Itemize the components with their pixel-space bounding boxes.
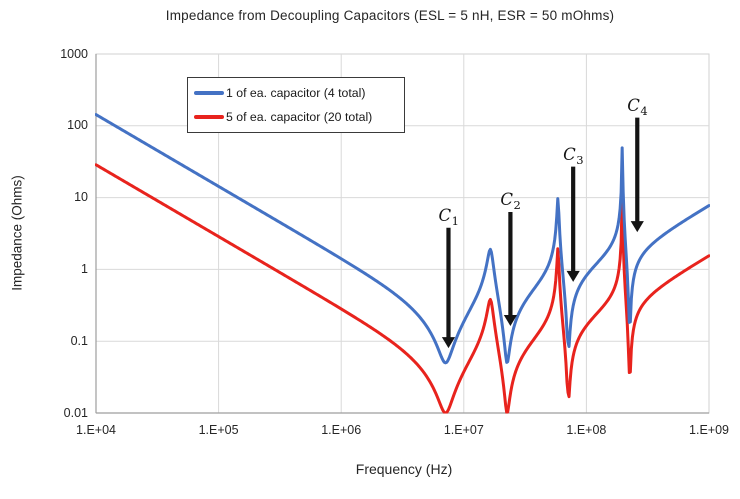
x-axis-tick-label: 1.E+06: [321, 423, 362, 437]
y-axis-tick-label: 0.01: [63, 405, 88, 420]
legend-entry-red: 5 of ea. capacitor (20 total): [188, 105, 404, 129]
annotation-label-c4: C4: [627, 95, 648, 118]
annotation-label-c1: C1: [438, 205, 459, 228]
annotation-label-subscript: 3: [576, 152, 584, 167]
series-layer: [95, 113, 710, 414]
x-axis-tick-label: 1.E+09: [689, 423, 729, 437]
annotation-label-base: C: [627, 95, 640, 115]
annotation-arrow-head-c1: [441, 337, 456, 349]
legend-swatch-red-line: [194, 115, 224, 119]
annotation-label-base: C: [500, 190, 514, 209]
legend-label: 5 of ea. capacitor (20 total): [226, 110, 373, 124]
y-axis-tick-label: 10: [74, 190, 88, 205]
annotation-label-c3: C3: [563, 144, 584, 167]
annotation-label-base: C: [438, 205, 452, 225]
annotation-label-c2: C2: [500, 190, 521, 212]
x-axis-tick-label: 1.E+05: [198, 423, 239, 437]
y-axis-tick-label: 1: [81, 261, 88, 276]
series-line-red: [95, 163, 710, 414]
legend-swatch-blue-line: [194, 91, 224, 95]
annotation-arrow-head-c2: [503, 314, 518, 326]
annotation-label-subscript: 1: [451, 213, 459, 228]
x-axis-tick-label: 1.E+04: [76, 423, 116, 437]
y-axis-tick-label: 100: [67, 118, 88, 133]
annotation-arrow-head-c4: [630, 221, 644, 233]
chart-title: Impedance from Decoupling Capacitors (ES…: [165, 8, 615, 23]
x-axis-tick-label: 1.E+08: [566, 423, 607, 437]
legend: 1 of ea. capacitor (4 total) 5 of ea. ca…: [187, 77, 405, 133]
annotation-label-subscript: 2: [513, 198, 521, 212]
annotation-arrow-head-c3: [566, 270, 580, 282]
x-axis-tick-label: 1.E+07: [443, 423, 484, 437]
annotation-arrows-layer: [441, 117, 644, 349]
x-axis-title: Frequency (Hz): [355, 461, 453, 477]
legend-entry-blue: 1 of ea. capacitor (4 total): [188, 81, 404, 105]
annotation-label-subscript: 4: [640, 103, 648, 118]
legend-label: 1 of ea. capacitor (4 total): [226, 86, 366, 100]
annotation-label-base: C: [563, 144, 576, 164]
y-axis-tick-label: 0.1: [70, 333, 88, 348]
series-line-blue: [95, 113, 710, 365]
y-axis-tick-label: 1000: [60, 46, 88, 61]
